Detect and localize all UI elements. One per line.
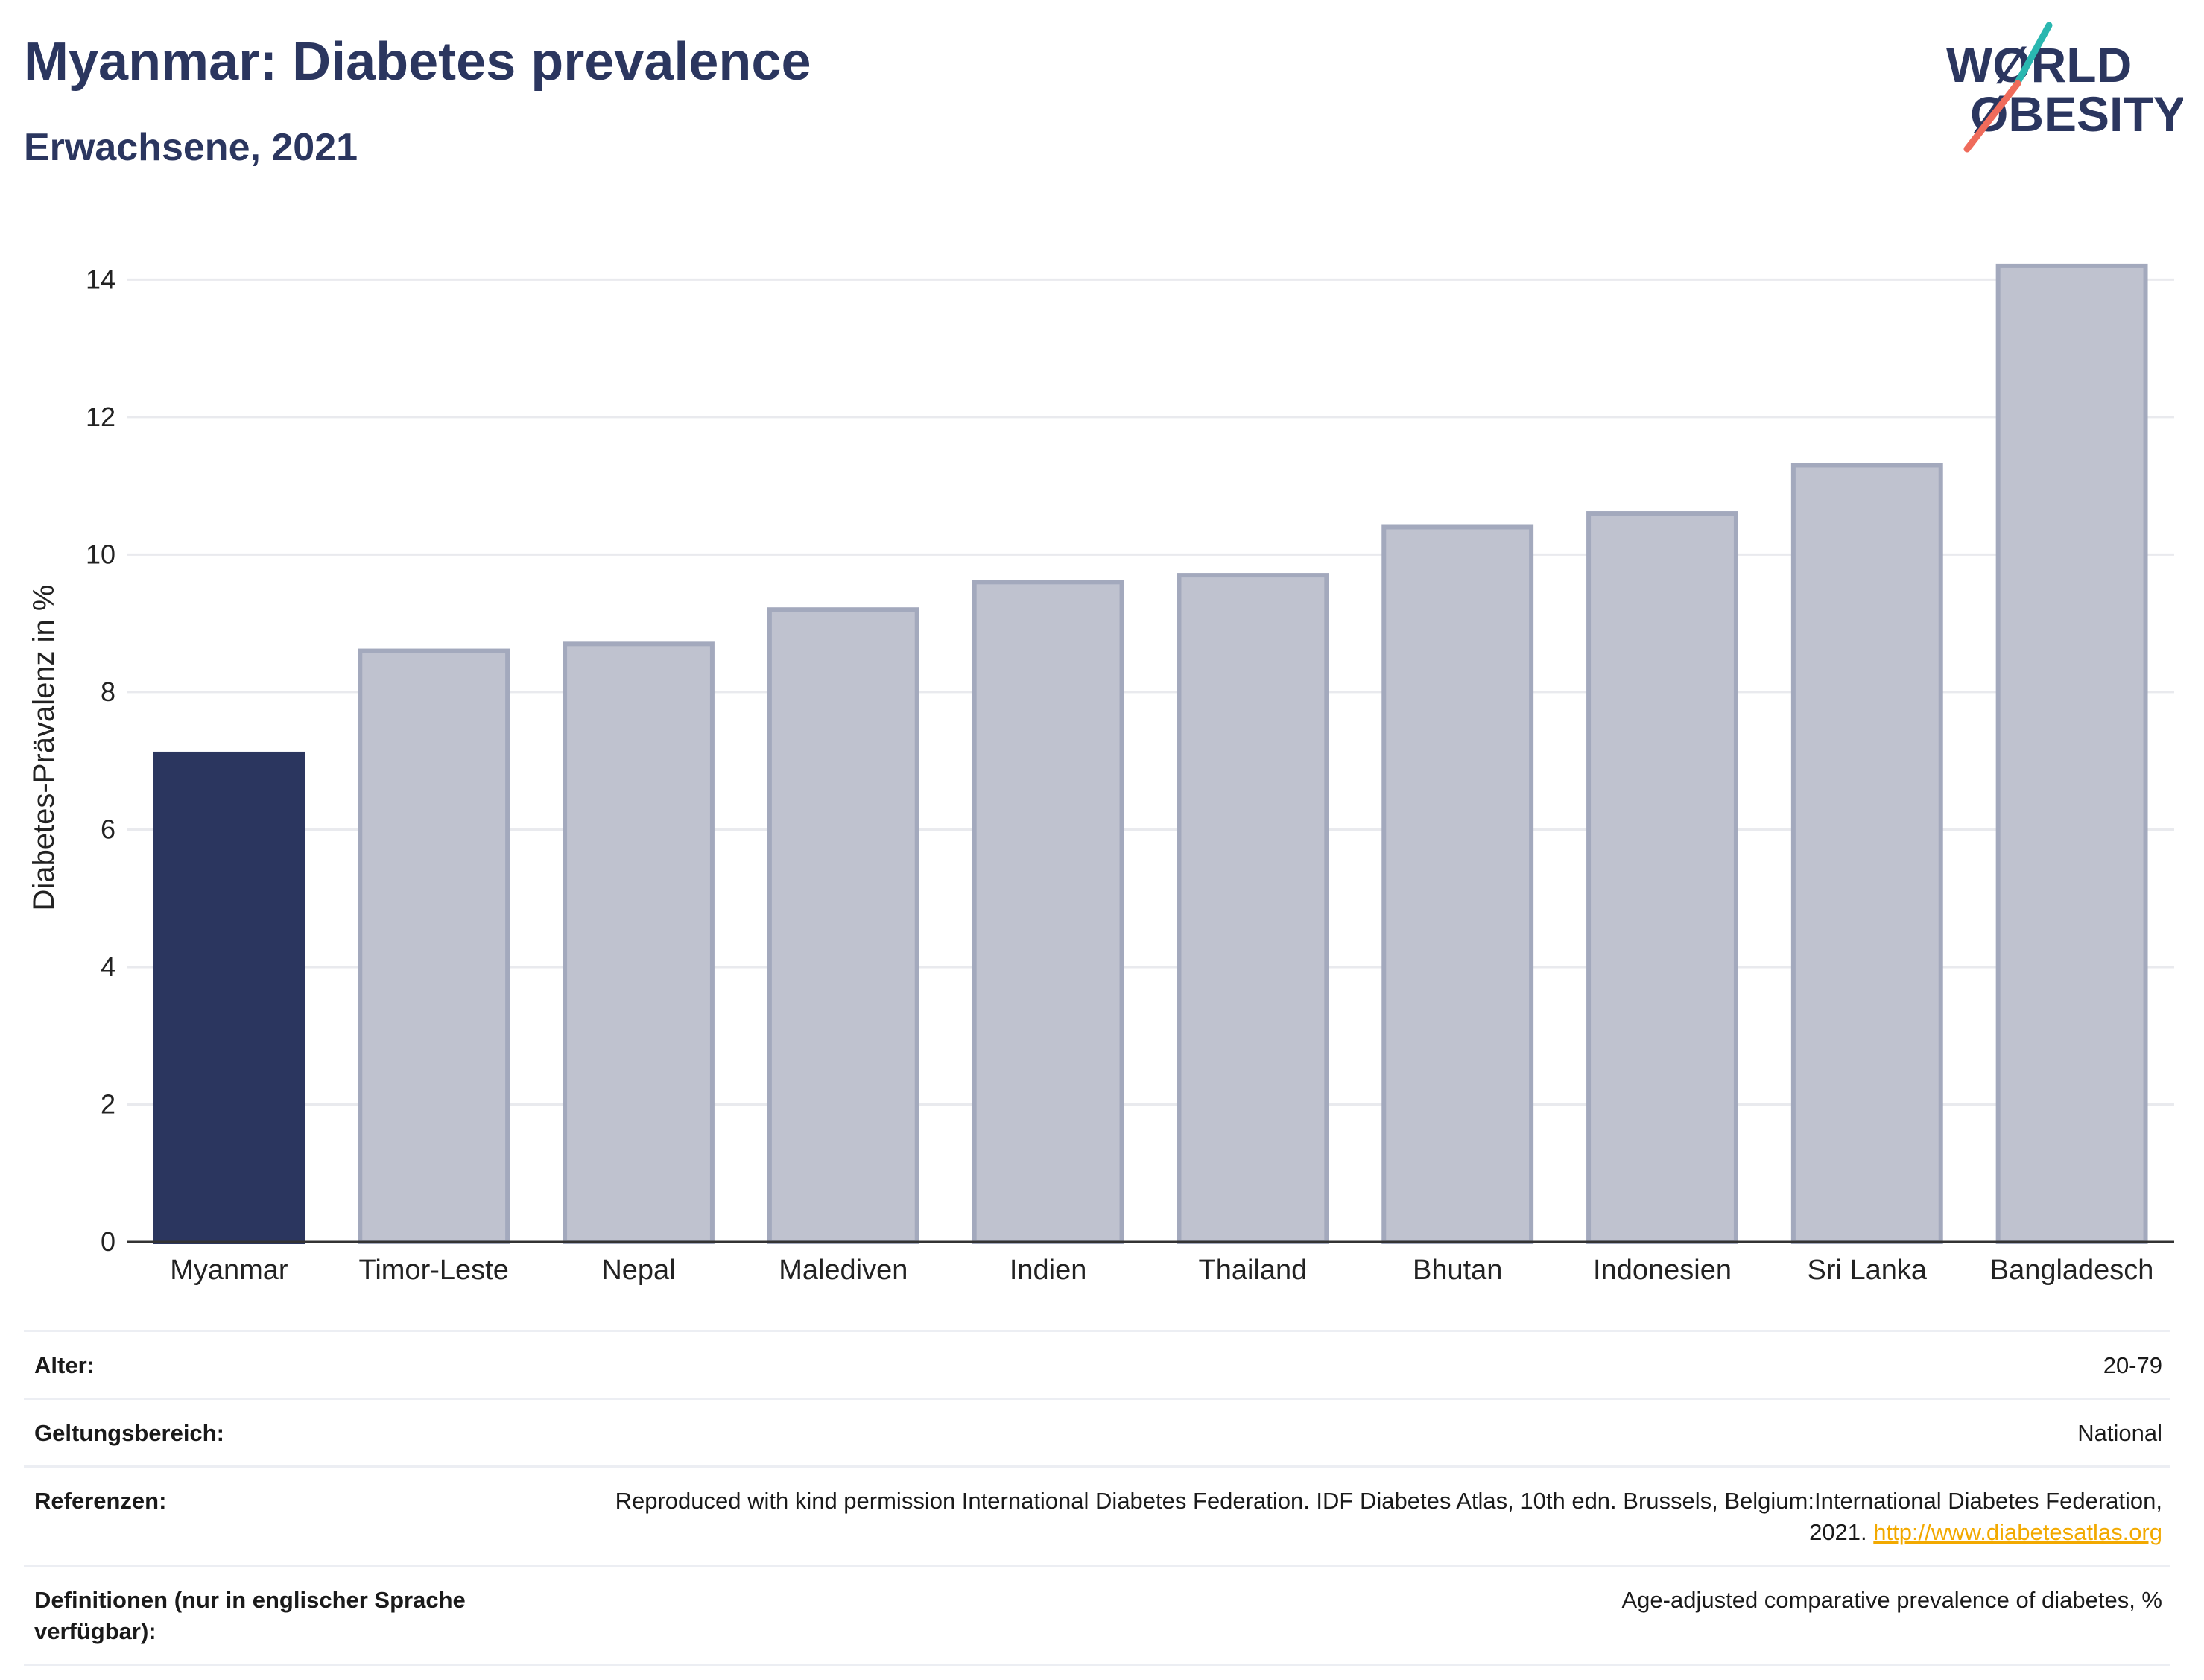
metadata-table: Alter: 20-79 Geltungsbereich: National R…: [24, 1330, 2170, 1666]
bar: [1177, 573, 1329, 1245]
x-tick-label: Myanmar: [170, 1255, 288, 1286]
y-tick-label: 8: [101, 676, 115, 707]
meta-row-references: Referenzen: Reproduced with kind permiss…: [24, 1465, 2170, 1565]
bar: [153, 751, 305, 1244]
world-obesity-logo[interactable]: WØRLD ØBESITY: [1937, 21, 2186, 155]
logo-slash-coral: [1963, 80, 2021, 153]
meta-label: Alter:: [34, 1352, 95, 1378]
bar: [1790, 463, 1943, 1245]
meta-row-definitions: Definitionen (nur in englischer Sprache …: [24, 1565, 2170, 1666]
x-tick-label: Bhutan: [1413, 1255, 1502, 1286]
x-tick-label: Indonesien: [1593, 1255, 1732, 1286]
logo-graphic: WØRLD ØBESITY: [1946, 22, 2186, 153]
bar: [972, 580, 1124, 1244]
y-tick-label: 12: [86, 402, 115, 432]
meta-label: Definitionen (nur in englischer Sprache …: [34, 1587, 466, 1644]
logo-text-line2: ØBESITY: [1970, 86, 2183, 142]
bar: [1586, 511, 1738, 1245]
chart-title: Myanmar: Diabetes prevalence: [24, 32, 811, 92]
bar: [767, 607, 919, 1244]
y-tick-label: 2: [101, 1088, 115, 1119]
bar: [358, 648, 510, 1244]
meta-value-references: Reproduced with kind permission Internat…: [571, 1486, 2162, 1548]
y-tick-label: 6: [101, 814, 115, 844]
y-tick-label: 4: [101, 951, 115, 982]
x-tick-label: Sri Lanka: [1808, 1255, 1928, 1286]
bar-chart: 0 2 4 6 8 10 12 14 Myanmar Timor-Leste Nepal Maledi…: [0, 209, 2204, 1289]
x-tick-label: Nepal: [601, 1255, 675, 1286]
bar: [1381, 524, 1534, 1244]
logo-slash-teal: [2013, 22, 2053, 89]
meta-value: 20-79: [2103, 1352, 2162, 1378]
x-tick-label: Bangladesch: [1990, 1255, 2154, 1286]
x-tick-label: Thailand: [1199, 1255, 1308, 1286]
meta-row-age: Alter: 20-79: [24, 1330, 2170, 1398]
meta-value: Age-adjusted comparative prevalence of d…: [1621, 1587, 2163, 1613]
y-tick-label: 10: [86, 539, 115, 569]
bar: [1995, 263, 2148, 1245]
x-tick-label: Indien: [1010, 1255, 1087, 1286]
meta-label: Geltungsbereich:: [34, 1420, 224, 1446]
meta-label: Referenzen:: [34, 1488, 167, 1514]
meta-value: National: [2077, 1420, 2162, 1446]
y-tick-label: 0: [101, 1226, 115, 1257]
chart-svg: 0 2 4 6 8 10 12 14 Myanmar Timor-Leste Nepal Maledi…: [28, 263, 2174, 1286]
chart-subtitle: Erwachsene, 2021: [24, 126, 358, 169]
reference-text: Reproduced with kind permission Internat…: [615, 1488, 2162, 1545]
bar: [563, 641, 715, 1244]
meta-row-scope: Geltungsbereich: National: [24, 1398, 2170, 1465]
reference-link[interactable]: http://www.diabetesatlas.org: [1873, 1519, 2162, 1545]
y-tick-label: 14: [86, 264, 115, 294]
y-axis-label: Diabetes-Prävalenz in %: [28, 585, 60, 911]
x-tick-label: Timor-Leste: [359, 1255, 509, 1286]
x-tick-label: Malediven: [779, 1255, 908, 1286]
